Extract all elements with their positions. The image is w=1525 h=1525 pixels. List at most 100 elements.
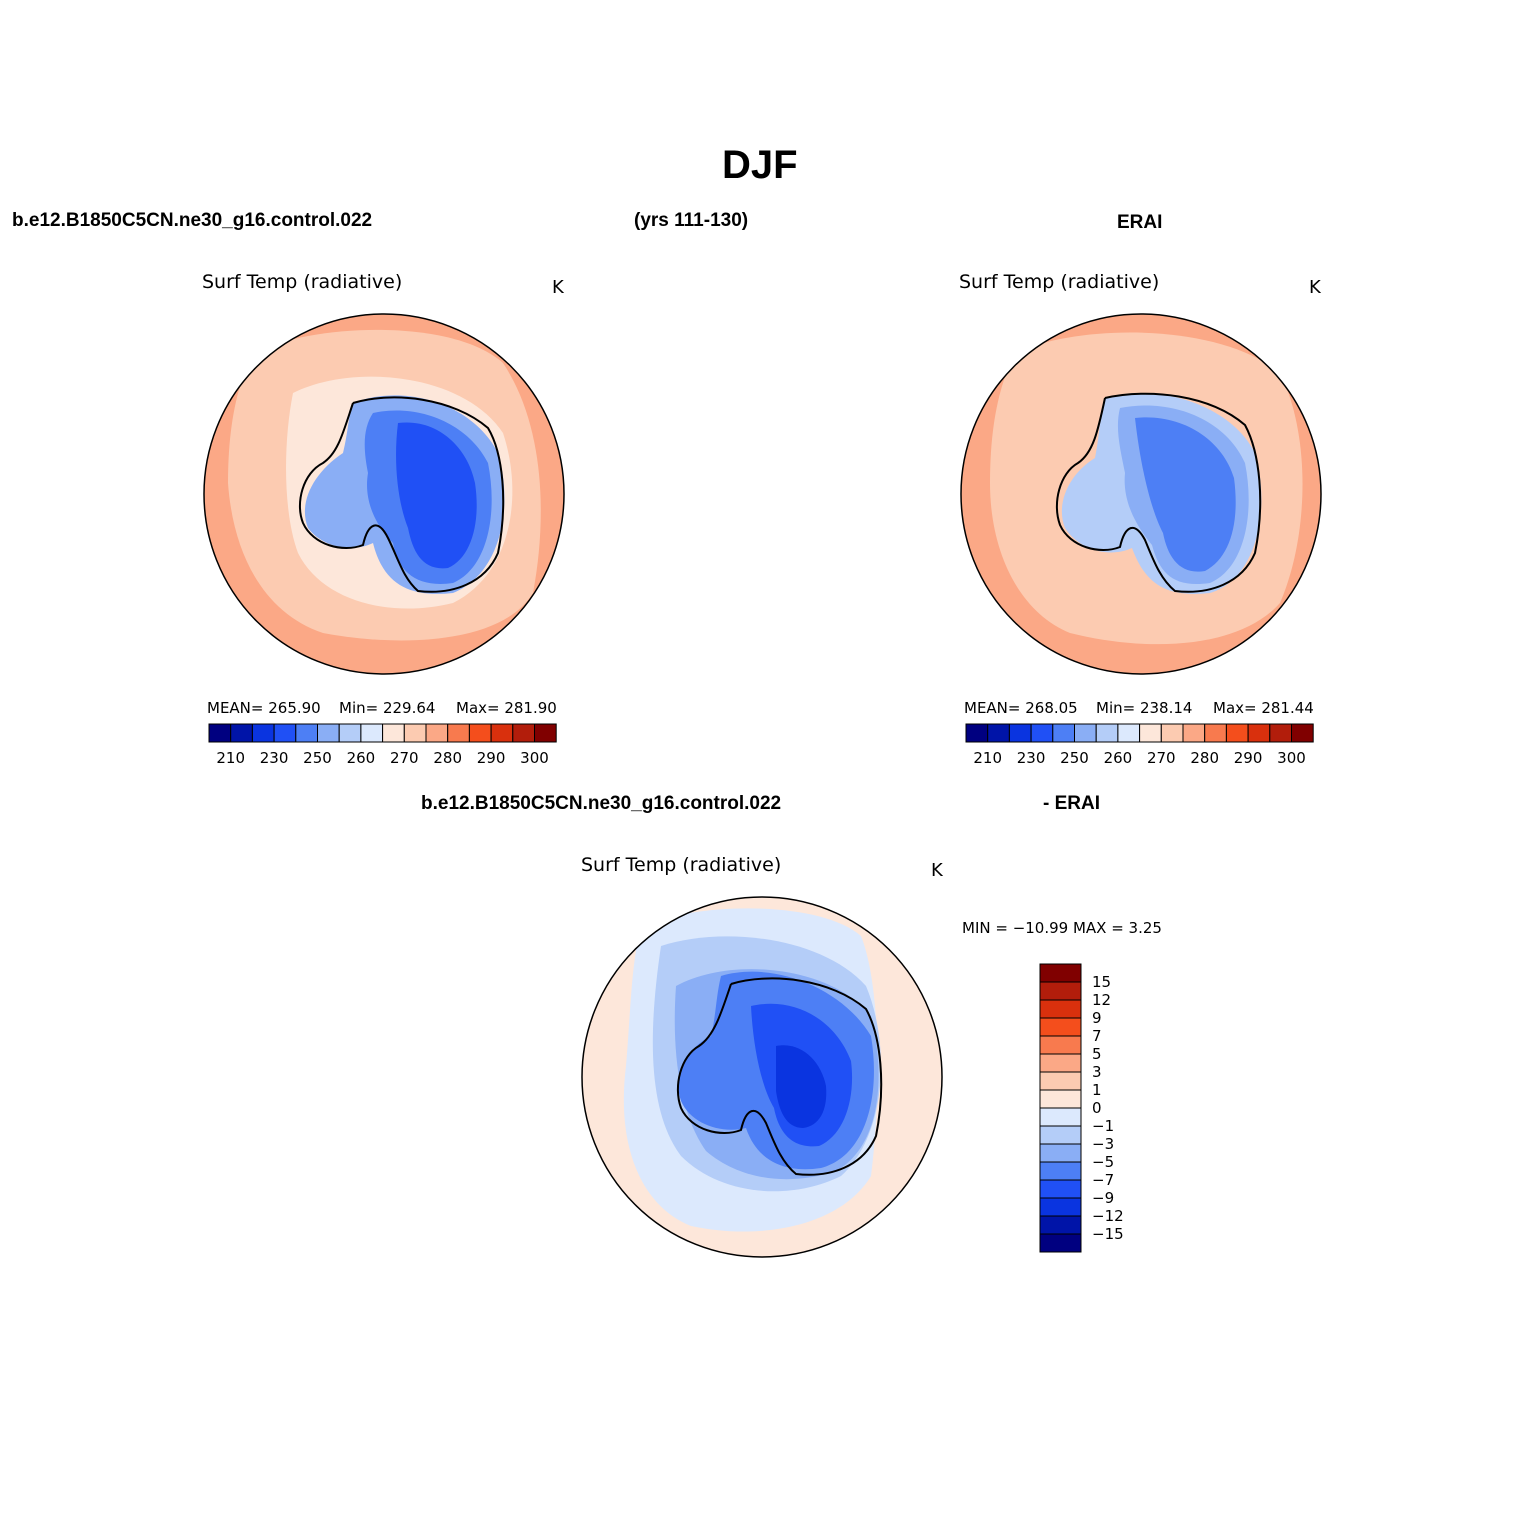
diff-variable-label: Surf Temp (radiative) [581, 854, 782, 876]
model-variable-label: Surf Temp (radiative) [202, 271, 403, 293]
colorbar-tick-label: −5 [1092, 1153, 1114, 1171]
colorbar-swatch [1225, 723, 1249, 743]
colorbar-tick-label: −3 [1092, 1135, 1114, 1153]
colorbar-tick-label: 9 [1092, 1009, 1102, 1027]
colorbar-swatch [317, 723, 340, 743]
colorbar-tick-label: 1 [1092, 1081, 1102, 1099]
colorbar-swatch [1160, 723, 1184, 743]
colorbar-tick-label: 15 [1092, 973, 1111, 991]
colorbar-swatch [534, 723, 557, 743]
colorbar-tick-label: 5 [1092, 1045, 1102, 1063]
colorbar-swatch [1039, 1233, 1082, 1253]
colorbar-swatch [1039, 1161, 1082, 1181]
colorbar-tick-label: 280 [433, 749, 462, 767]
colorbar-swatch [425, 723, 449, 743]
colorbar-swatch [1269, 723, 1292, 743]
colorbar-tick-label: 260 [347, 749, 376, 767]
colorbar-tick-label: −1 [1092, 1117, 1114, 1135]
diff-case-label: b.e12.B1850C5CN.ne30_g16.control.022 [421, 793, 782, 814]
colorbar-swatch [490, 723, 514, 743]
colorbar-swatch [1039, 1197, 1082, 1217]
colorbar-swatch [1052, 723, 1076, 743]
colorbar-swatch [360, 723, 384, 743]
colorbar-swatch [403, 723, 427, 743]
colorbar-tick-label: 230 [260, 749, 289, 767]
colorbar-swatch [1039, 1125, 1082, 1145]
colorbar-swatch [1039, 1179, 1082, 1199]
obs-colorbar: 210 230 250 260 270 280 290 300 [965, 723, 1314, 767]
colorbar-swatch [208, 723, 232, 743]
colorbar-swatch [1247, 723, 1271, 743]
diff-minmax-stat: MIN = −10.99 MAX = 3.25 [962, 919, 1162, 937]
colorbar-swatch [1095, 723, 1119, 743]
colorbar-tick-label: 12 [1092, 991, 1111, 1009]
colorbar-tick-label: 300 [1277, 749, 1306, 767]
model-polar-map [203, 313, 565, 675]
years-label: (yrs 111-130) [634, 210, 749, 231]
reference-label: ERAI [1117, 212, 1163, 233]
colorbar-swatch [1030, 723, 1054, 743]
colorbar-swatch [273, 723, 297, 743]
colorbar-tick-label: 7 [1092, 1027, 1102, 1045]
colorbar-swatch [1039, 999, 1082, 1019]
colorbar-swatch [468, 723, 492, 743]
colorbar-swatch [230, 723, 253, 743]
obs-max-stat: Max= 281.44 [1213, 699, 1314, 717]
colorbar-swatch [1182, 723, 1206, 743]
diff-polar-map [581, 896, 943, 1258]
colorbar-swatch [1039, 963, 1082, 983]
colorbar-tick-label: 270 [1147, 749, 1176, 767]
colorbar-swatch [338, 723, 362, 743]
colorbar-tick-label: −9 [1092, 1189, 1114, 1207]
colorbar-swatch [512, 723, 535, 743]
diff-units-label: K [931, 860, 943, 881]
colorbar-swatch [1039, 1053, 1082, 1073]
colorbar-swatch [1117, 723, 1141, 743]
colorbar-swatch [1039, 1035, 1082, 1055]
colorbar-tick-label: 260 [1104, 749, 1133, 767]
colorbar-swatch [251, 723, 275, 743]
colorbar-tick-label: 270 [390, 749, 419, 767]
model-max-stat: Max= 281.90 [456, 699, 557, 717]
model-min-stat: Min= 229.64 [339, 699, 436, 717]
colorbar-swatch [987, 723, 1010, 743]
colorbar-tick-label: 210 [973, 749, 1002, 767]
colorbar-tick-label: −15 [1092, 1225, 1124, 1243]
colorbar-tick-label: 290 [1234, 749, 1263, 767]
colorbar-tick-label: 230 [1017, 749, 1046, 767]
colorbar-swatch [1291, 723, 1314, 743]
colorbar-swatch [1008, 723, 1032, 743]
obs-polar-map [960, 313, 1322, 675]
colorbar-swatch [1074, 723, 1097, 743]
colorbar-swatch [1039, 1215, 1082, 1235]
colorbar-tick-label: 3 [1092, 1063, 1102, 1081]
case-label: b.e12.B1850C5CN.ne30_g16.control.022 [12, 210, 373, 231]
figure-title: DJF [722, 143, 798, 187]
obs-min-stat: Min= 238.14 [1096, 699, 1193, 717]
colorbar-tick-label: −7 [1092, 1171, 1114, 1189]
colorbar-tick-label: 0 [1092, 1099, 1102, 1117]
colorbar-swatch [447, 723, 470, 743]
colorbar-tick-label: 210 [216, 749, 245, 767]
colorbar-swatch [965, 723, 989, 743]
colorbar-tick-label: 250 [1060, 749, 1089, 767]
colorbar-swatch [295, 723, 319, 743]
colorbar-tick-label: 290 [477, 749, 506, 767]
obs-units-label: K [1309, 277, 1321, 298]
model-mean-stat: MEAN= 265.90 [207, 699, 321, 717]
colorbar-swatch [1139, 723, 1162, 743]
obs-variable-label: Surf Temp (radiative) [959, 271, 1160, 293]
colorbar-tick-label: 280 [1190, 749, 1219, 767]
colorbar-tick-label: −12 [1092, 1207, 1124, 1225]
model-units-label: K [552, 277, 564, 298]
colorbar-swatch [1039, 1017, 1082, 1037]
colorbar-tick-label: 250 [303, 749, 332, 767]
colorbar-swatch [1204, 723, 1227, 743]
colorbar-swatch [1039, 1143, 1082, 1163]
diff-ref-label: - ERAI [1043, 793, 1100, 814]
model-colorbar: 210 230 250 260 270 280 290 300 [208, 723, 557, 767]
colorbar-tick-label: 300 [520, 749, 549, 767]
colorbar-swatch [1039, 1107, 1082, 1127]
colorbar-swatch [1039, 1089, 1082, 1109]
